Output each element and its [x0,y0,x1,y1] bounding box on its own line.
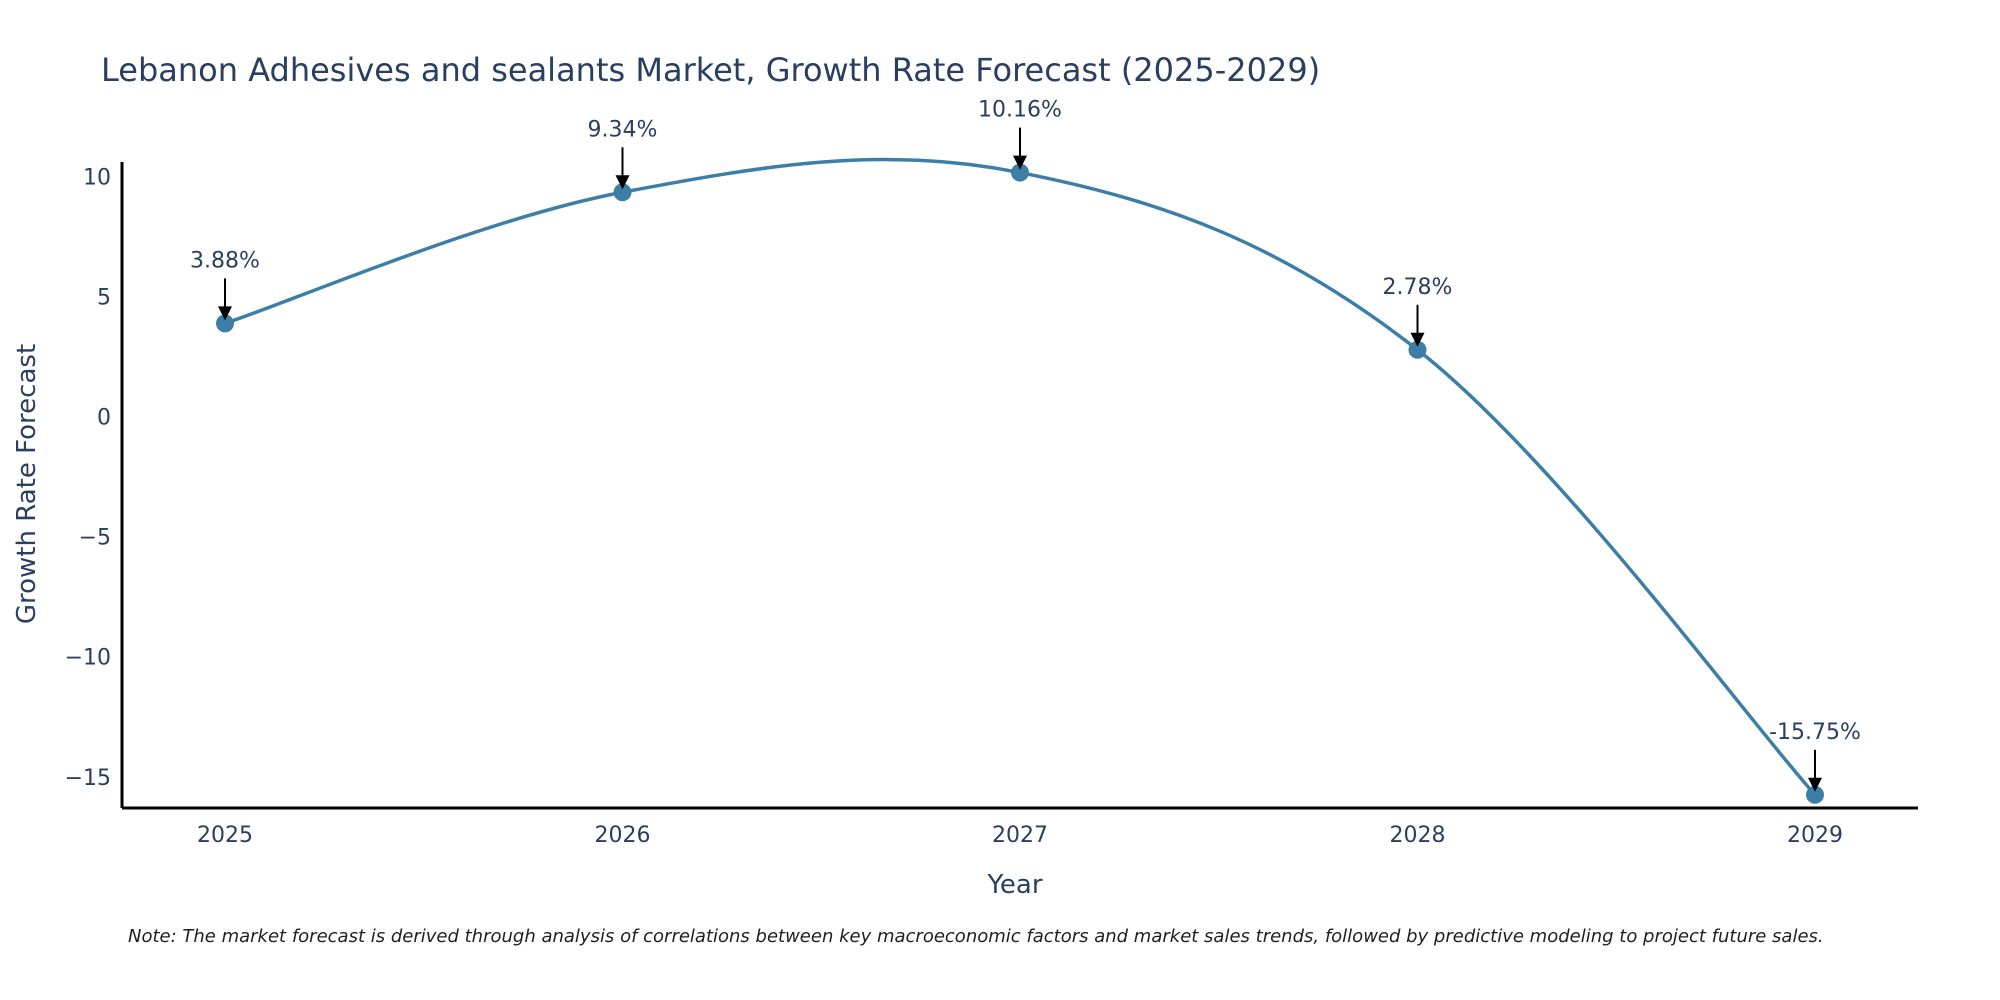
annotation-arrow-head [1808,777,1822,792]
data-point [1011,163,1029,182]
y-tick-labels: 10 5 0 −5 −10 −15 [65,165,111,790]
y-tick-label: −10 [65,646,111,671]
data-label: -15.75% [1769,720,1861,745]
data-label: 3.88% [190,248,260,273]
y-tick-label: 10 [83,165,111,190]
annotation-arrow-head [1013,155,1027,170]
data-point [216,314,234,333]
series-line [224,157,1817,796]
annotation-arrow-head [615,175,630,190]
y-tick-label: 5 [97,285,111,310]
data-point [1806,785,1824,804]
x-tick-label: 2027 [992,823,1048,848]
data-label: 9.34% [588,117,658,142]
chart-title: Lebanon Adhesives and sealants Market, G… [101,51,1320,89]
data-label: 2.78% [1383,275,1453,300]
y-tick-label: 0 [97,406,111,431]
axes [120,162,1918,810]
series-line-group [224,157,1817,796]
x-tick-label: 2025 [197,823,253,848]
y-tick-label: −5 [79,526,111,551]
markers-group [216,163,1824,804]
annotations-group: 3.88% 9.34% 10.16% 2.78% -15.75% [190,98,1861,792]
x-tick-label: 2026 [595,823,651,848]
annotation-arrow-head [1410,332,1425,347]
chart-note: Note: The market forecast is derived thr… [128,926,1824,947]
annotation-arrow-head [218,306,232,321]
y-axis-title: Growth Rate Forecast [12,344,42,624]
x-tick-label: 2028 [1390,823,1446,848]
y-tick-label: −15 [65,766,111,791]
data-point [613,183,632,202]
data-point [1408,340,1427,359]
data-label: 10.16% [978,98,1062,123]
x-tick-labels: 2025 2026 2027 2028 2029 [197,823,1843,848]
x-axis-title: Year [986,870,1042,900]
x-tick-label: 2029 [1787,823,1843,848]
